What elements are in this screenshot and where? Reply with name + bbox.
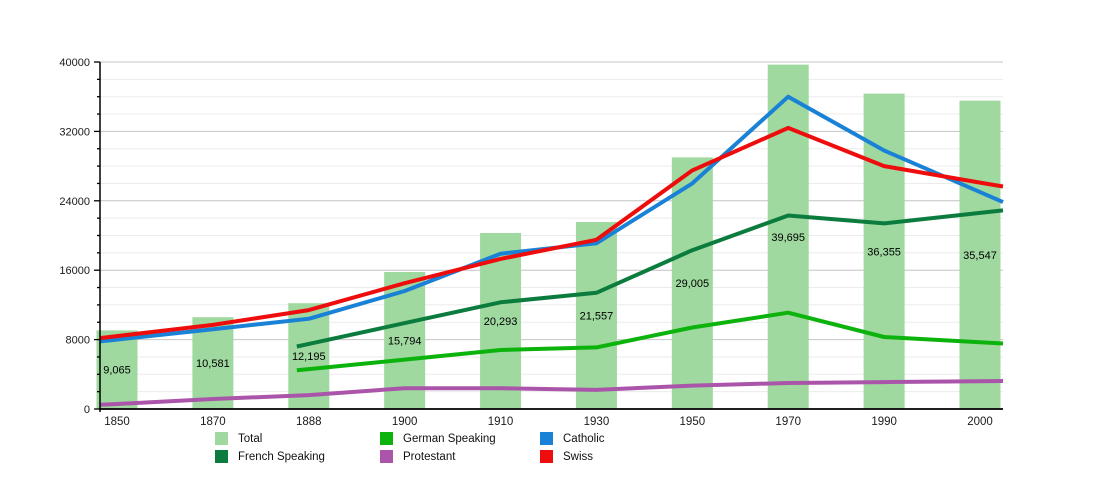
- legend-label-catholic: Catholic: [563, 432, 605, 445]
- x-tick-label-2000: 2000: [967, 416, 993, 428]
- bar-value-label-1910: 20,293: [484, 316, 518, 328]
- legend-item-german-speaking: German Speaking: [380, 431, 496, 446]
- total-bar-1850: [96, 330, 138, 409]
- bar-value-label-1888: 12,195: [292, 351, 326, 363]
- total-bar-1930: [575, 221, 617, 409]
- total-bar-1950: [671, 157, 713, 409]
- line-swiss: [99, 125, 1004, 341]
- x-tick-label-1888: 1888: [296, 416, 322, 428]
- legend-label-total: Total: [238, 432, 263, 445]
- x-tick-label-1870: 1870: [200, 416, 226, 428]
- x-tick-label-1950: 1950: [680, 416, 706, 428]
- total-swatch-icon: [215, 432, 228, 445]
- bar-value-label-1930: 21,557: [580, 310, 614, 322]
- total-bar-2000: [959, 100, 1001, 410]
- line-german-speaking: [296, 310, 1004, 373]
- bar-value-label-1970: 39,695: [771, 232, 805, 244]
- legend-label-french-speaking: French Speaking: [238, 450, 325, 463]
- german-speaking-swatch-icon: [380, 432, 393, 445]
- x-tick-label-1900: 1900: [392, 416, 418, 428]
- french-speaking-swatch-icon: [215, 450, 228, 463]
- bar-value-label-1950: 29,005: [676, 278, 710, 290]
- y-tick-label: 0: [84, 404, 90, 416]
- total-bar-1970: [767, 64, 809, 409]
- y-tick-label: 24000: [59, 196, 90, 208]
- x-tick-label-1990: 1990: [871, 416, 897, 428]
- y-tick-label: 8000: [66, 335, 90, 347]
- bar-value-label-1900: 15,794: [388, 335, 422, 347]
- catholic-swatch-icon: [540, 432, 553, 445]
- line-protestant: [99, 379, 1004, 407]
- y-tick-label: 16000: [59, 265, 90, 277]
- legend-label-protestant: Protestant: [403, 450, 456, 463]
- legend-item-total: Total: [215, 431, 262, 446]
- x-tick-label-1910: 1910: [488, 416, 514, 428]
- bar-value-label-2000: 35,547: [963, 250, 997, 262]
- y-tick-label: 40000: [59, 57, 90, 69]
- legend-item-french-speaking: French Speaking: [215, 449, 325, 464]
- line-french-speaking: [296, 208, 1004, 349]
- bar-value-label-1870: 10,581: [196, 358, 230, 370]
- x-tick-label-1930: 1930: [584, 416, 610, 428]
- total-bar-1990: [863, 93, 905, 410]
- protestant-swatch-icon: [380, 450, 393, 463]
- y-tick-label: 32000: [59, 126, 90, 138]
- legend-label-german-speaking: German Speaking: [403, 432, 496, 445]
- legend-item-protestant: Protestant: [380, 449, 455, 464]
- swiss-swatch-icon: [540, 450, 553, 463]
- legend-item-swiss: Swiss: [540, 449, 593, 464]
- legend-item-catholic: Catholic: [540, 431, 605, 446]
- x-tick-label-1970: 1970: [775, 416, 801, 428]
- bar-value-label-1990: 36,355: [867, 246, 901, 258]
- x-tick-label-1850: 1850: [104, 416, 130, 428]
- bar-value-label-1850: 9,065: [103, 365, 131, 377]
- legend-label-swiss: Swiss: [563, 450, 594, 463]
